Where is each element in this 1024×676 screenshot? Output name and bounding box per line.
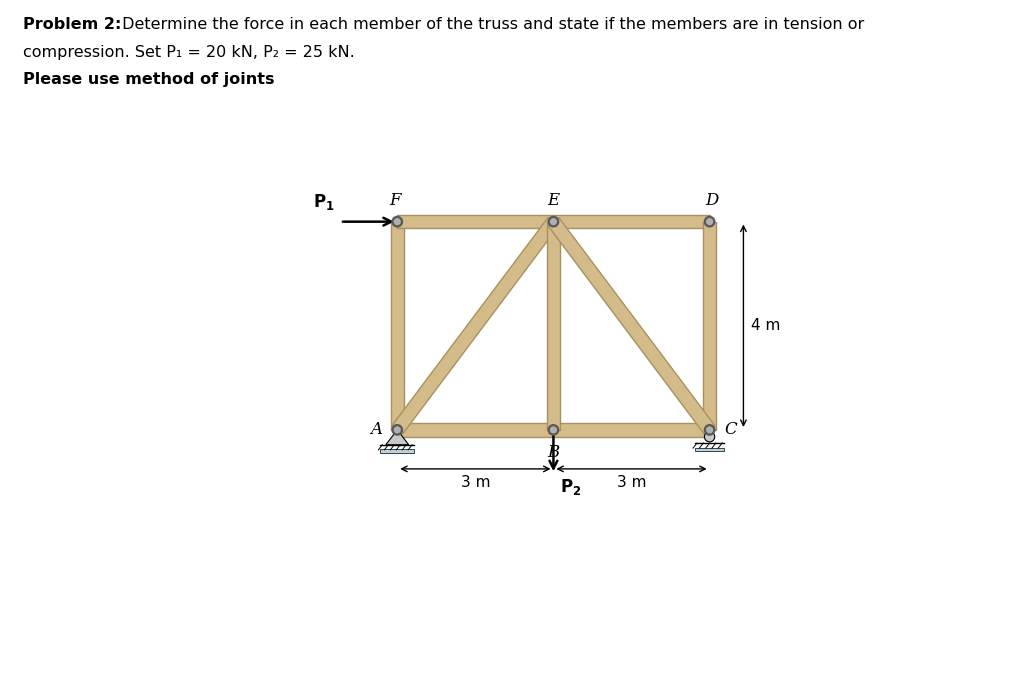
FancyBboxPatch shape — [380, 450, 415, 453]
Circle shape — [707, 427, 713, 433]
Text: Problem 2:: Problem 2: — [23, 17, 121, 32]
Text: D: D — [706, 192, 719, 209]
Polygon shape — [397, 423, 553, 437]
Polygon shape — [553, 215, 710, 228]
Text: 4 m: 4 m — [752, 318, 780, 333]
FancyBboxPatch shape — [694, 448, 724, 451]
Text: Determine the force in each member of the truss and state if the members are in : Determine the force in each member of th… — [117, 17, 864, 32]
Circle shape — [705, 216, 715, 227]
Text: Please use method of joints: Please use method of joints — [23, 72, 274, 87]
Circle shape — [551, 219, 556, 224]
Circle shape — [392, 425, 402, 435]
Text: $\mathbf{P_1}$: $\mathbf{P_1}$ — [313, 192, 335, 212]
Polygon shape — [386, 430, 409, 445]
Circle shape — [548, 425, 559, 435]
Circle shape — [394, 219, 400, 224]
Circle shape — [392, 216, 402, 227]
Circle shape — [551, 427, 556, 433]
Circle shape — [548, 216, 559, 227]
Polygon shape — [390, 222, 404, 430]
Text: F: F — [389, 192, 400, 209]
Circle shape — [707, 219, 713, 224]
Polygon shape — [397, 215, 553, 228]
Polygon shape — [548, 218, 715, 434]
Polygon shape — [702, 222, 717, 430]
Polygon shape — [553, 423, 710, 437]
Text: 3 m: 3 m — [461, 475, 490, 490]
Text: C: C — [724, 421, 737, 438]
Text: B: B — [547, 444, 559, 462]
Text: E: E — [548, 192, 559, 209]
Text: compression. Set P₁ = 20 kN, P₂ = 25 kN.: compression. Set P₁ = 20 kN, P₂ = 25 kN. — [23, 45, 354, 60]
Text: A: A — [371, 421, 383, 438]
Text: $\mathbf{P_2}$: $\mathbf{P_2}$ — [560, 477, 581, 497]
Text: 3 m: 3 m — [616, 475, 646, 490]
Circle shape — [705, 431, 715, 442]
Circle shape — [705, 425, 715, 435]
Circle shape — [394, 427, 400, 433]
Polygon shape — [547, 222, 560, 430]
Polygon shape — [392, 218, 559, 434]
